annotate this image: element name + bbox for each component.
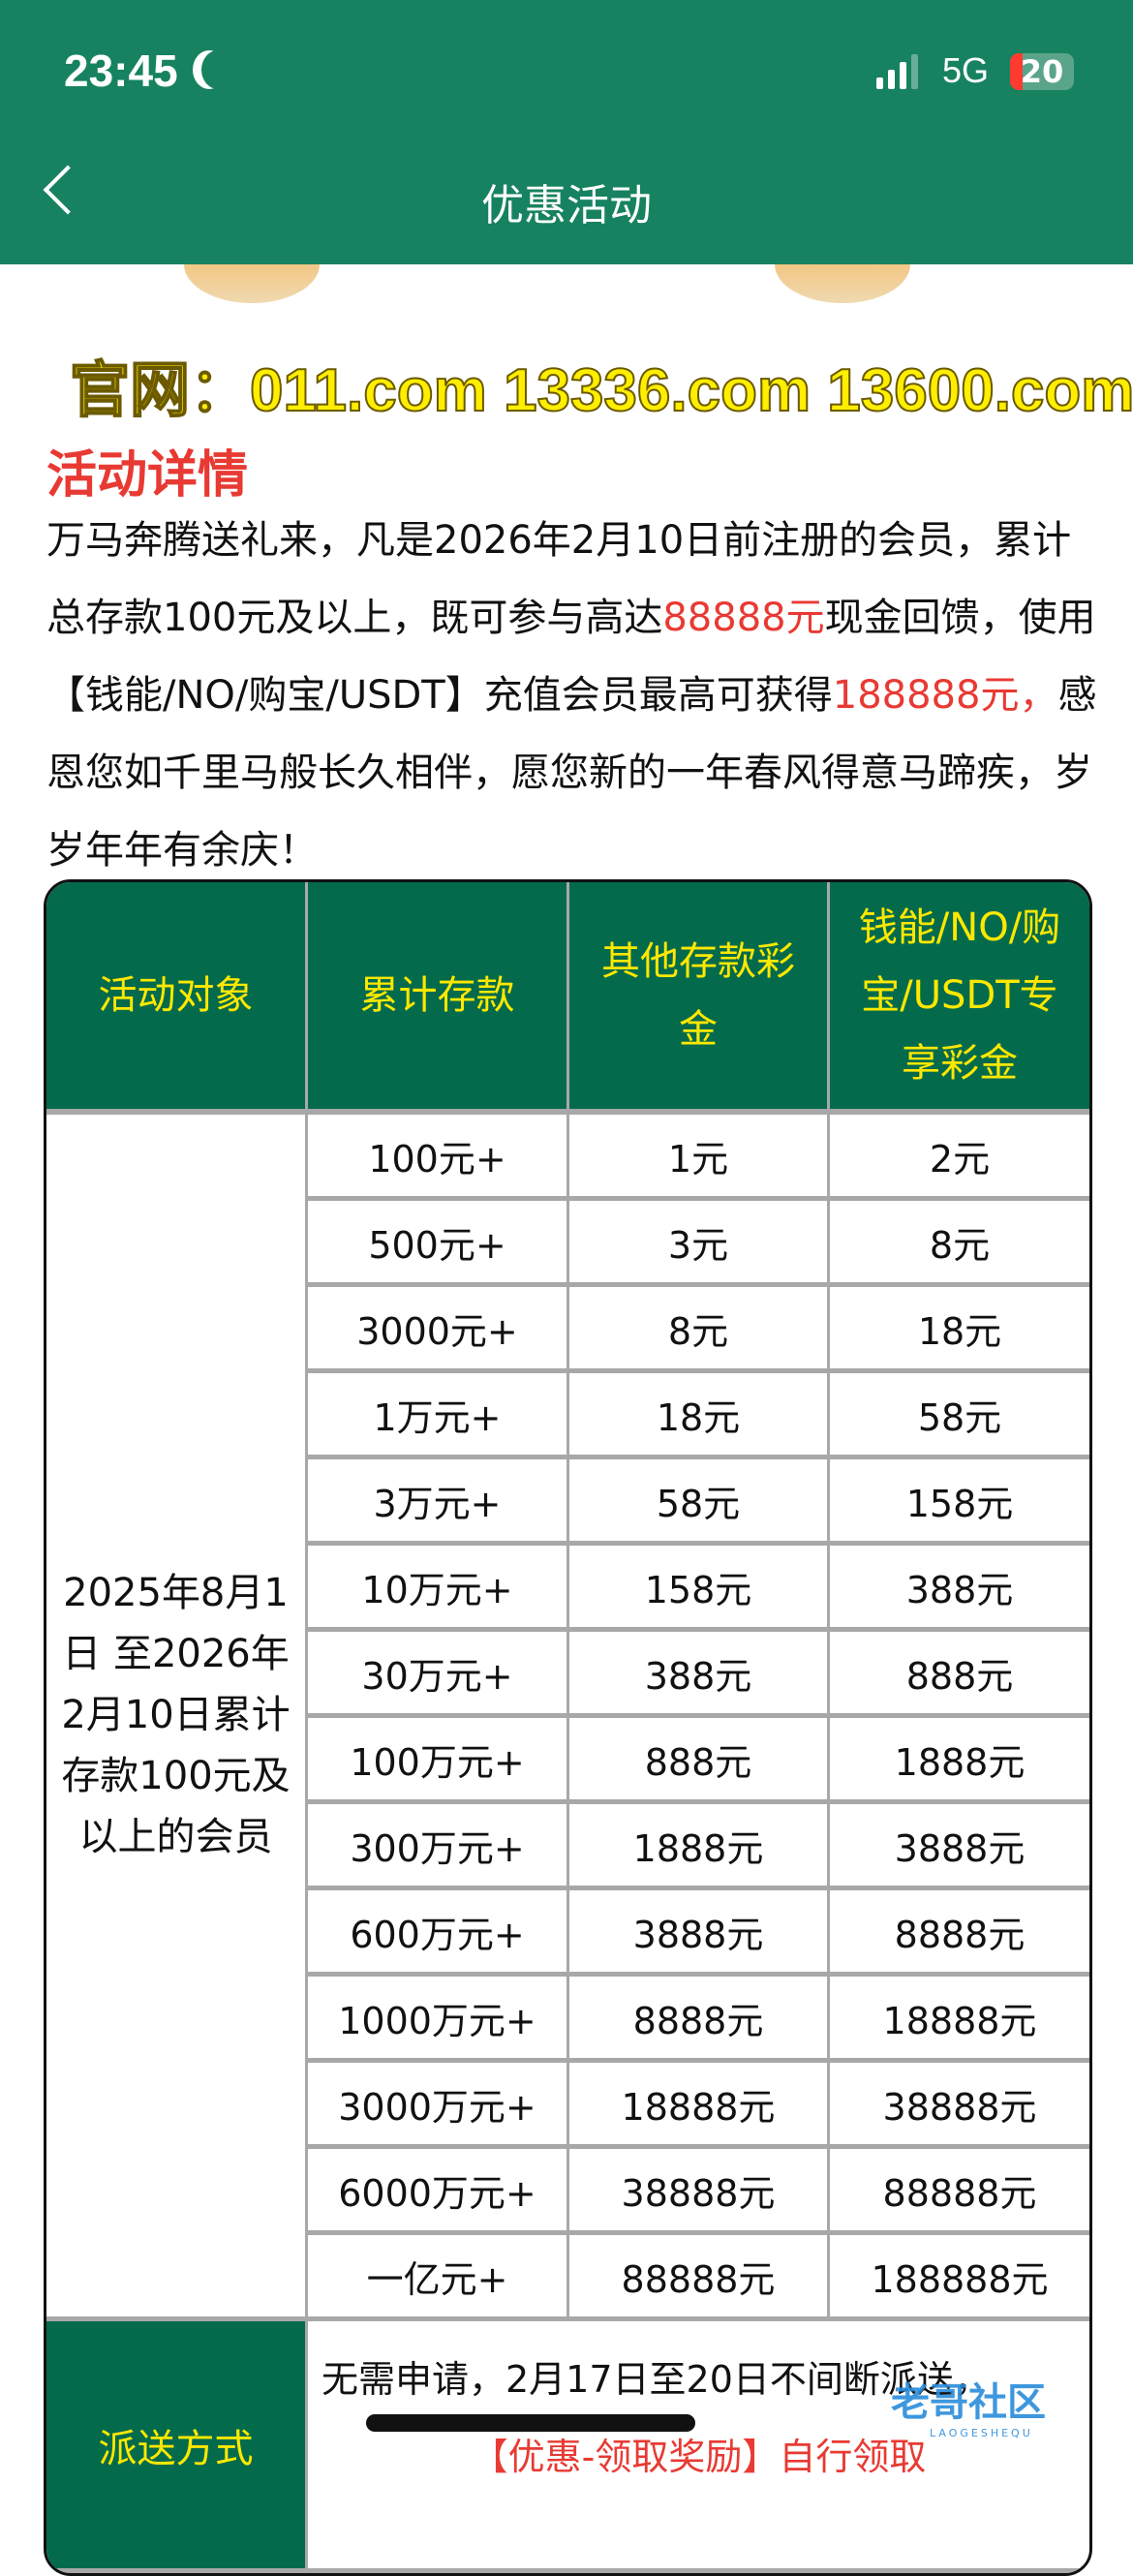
table-row: 300万元+ 1888元 3888元 [46,1804,1089,1890]
battery-level: 20 [1020,53,1064,90]
special-bonus-cell: 188888元 [830,2235,1089,2321]
special-bonus-cell: 58元 [830,1373,1089,1459]
table-row: 3000元+ 8元 18元 [46,1287,1089,1373]
other-bonus-cell: 3元 [569,1201,830,1287]
other-bonus-cell: 388元 [569,1632,830,1718]
deposit-cell: 500元+ [308,1201,569,1287]
special-bonus-cell: 3888元 [830,1804,1089,1890]
section-heading: 活动详情 [46,446,249,505]
other-bonus-cell: 58元 [569,1459,830,1546]
battery-icon: 20 [1010,53,1074,90]
table-row: 30万元+ 388元 888元 [46,1632,1089,1718]
method-text: 无需申请，2月17日至20日不间断派送， 【优惠-领取奖励】自行领取 [308,2321,1089,2573]
watermark-logo: 老哥社区 LAOGESHEQU [891,2371,1046,2439]
deposit-cell: 600万元+ [308,1890,569,1977]
deposit-cell: 300万元+ [308,1804,569,1890]
special-bonus-cell: 2元 [830,1115,1089,1201]
table-row: 3万元+ 58元 158元 [46,1459,1089,1546]
header-other-bonus: 其他存款彩金 [569,882,830,1115]
bonus-table: 活动对象 累计存款 其他存款彩金 钱能/NO/购宝/USDT专享彩金 2025年… [44,879,1092,2576]
para-text: 现金回馈，使用【钱能/NO/购宝/USDT】充值会员最高可获得 [46,596,1096,718]
other-bonus-cell: 18888元 [569,2063,830,2149]
para-highlight: 88888元 [662,596,825,640]
page-title: 优惠活动 [481,181,652,230]
table-row: 1000万元+ 8888元 18888元 [46,1977,1089,2063]
deposit-cell: 6000万元+ [308,2149,569,2235]
header-deposit: 累计存款 [308,882,569,1115]
deposit-cell: 3000万元+ [308,2063,569,2149]
other-bonus-cell: 3888元 [569,1890,830,1977]
other-bonus-cell: 888元 [569,1718,830,1804]
signal-icon [876,54,918,89]
other-bonus-cell: 1元 [569,1115,830,1201]
table-row: 一亿元+ 88888元 188888元 [46,2235,1089,2321]
special-bonus-cell: 158元 [830,1459,1089,1546]
special-bonus-cell: 18888元 [830,1977,1089,2063]
deposit-cell: 一亿元+ [308,2235,569,2321]
table-row: 10万元+ 158元 388元 [46,1546,1089,1632]
other-bonus-cell: 18元 [569,1373,830,1459]
network-type: 5G [942,50,990,90]
watermark-sub: LAOGESHEQU [930,2427,1033,2439]
header-special-bonus: 钱能/NO/购宝/USDT专享彩金 [830,882,1089,1115]
method-row: 派送方式 无需申请，2月17日至20日不间断派送， 【优惠-领取奖励】自行领取 [46,2321,1089,2573]
deposit-cell: 100万元+ [308,1718,569,1804]
other-bonus-cell: 38888元 [569,2149,830,2235]
deposit-cell: 1000万元+ [308,1977,569,2063]
table-row: 2025年8月1日 至2026年2月10日累计存款100元及以上的会员 100元+… [46,1115,1089,2321]
deposit-cell: 100元+ [308,1115,569,1201]
para-text: 感恩您如千里马般长久相伴，愿您新的一年春风得意马蹄疾，岁岁年年有余庆！ [46,673,1097,873]
table-row: 1万元+ 18元 58元 [46,1373,1089,1459]
table-row: 500元+ 3元 8元 [46,1201,1089,1287]
moon-icon [201,50,234,89]
banner-image [0,264,1133,322]
para-text: 万马奔腾送礼来，凡是2026年2月10日前注册的会员，累计总存款100元及以上，… [46,518,1072,640]
special-bonus-cell: 888元 [830,1632,1089,1718]
other-bonus-cell: 88888元 [569,2235,830,2321]
status-time: 23:45 [64,46,178,96]
special-bonus-cell: 388元 [830,1546,1089,1632]
home-indicator [366,2414,695,2432]
watermark-text: 老哥社区 [891,2380,1046,2425]
deposit-cell: 30万元+ [308,1632,569,1718]
app-header: 23:45 5G 20 优惠活动 [0,0,1133,264]
table-row: 600万元+ 3888元 8888元 [46,1890,1089,1977]
method-desc: 无需申请，2月17日至20日不间断派送， [322,2358,991,2401]
table-row: 100万元+ 888元 1888元 [46,1718,1089,1804]
target-members: 2025年8月1日 至2026年2月10日累计存款100元及以上的会员 [46,1115,308,2321]
special-bonus-cell: 88888元 [830,2149,1089,2235]
special-bonus-cell: 18元 [830,1287,1089,1373]
other-bonus-cell: 8元 [569,1287,830,1373]
deposit-cell: 1万元+ [308,1373,569,1459]
details-paragraph: 万马奔腾送礼来，凡是2026年2月10日前注册的会员，累计总存款100元及以上，… [46,502,1102,889]
method-label: 派送方式 [46,2321,308,2573]
special-bonus-cell: 8元 [830,1201,1089,1287]
deposit-cell: 3000元+ [308,1287,569,1373]
other-bonus-cell: 1888元 [569,1804,830,1890]
special-bonus-cell: 38888元 [830,2063,1089,2149]
special-bonus-cell: 8888元 [830,1890,1089,1977]
para-highlight: 188888元， [832,673,1058,718]
other-bonus-cell: 158元 [569,1546,830,1632]
deposit-cell: 10万元+ [308,1546,569,1632]
special-bonus-cell: 1888元 [830,1718,1089,1804]
official-sites: 官网：011.com 13336.com 13600.com [69,356,1133,425]
header-target: 活动对象 [46,882,308,1115]
deposit-cell: 3万元+ [308,1459,569,1546]
table-row: 3000万元+ 18888元 38888元 [46,2063,1089,2149]
other-bonus-cell: 8888元 [569,1977,830,2063]
table-row: 6000万元+ 38888元 88888元 [46,2149,1089,2235]
